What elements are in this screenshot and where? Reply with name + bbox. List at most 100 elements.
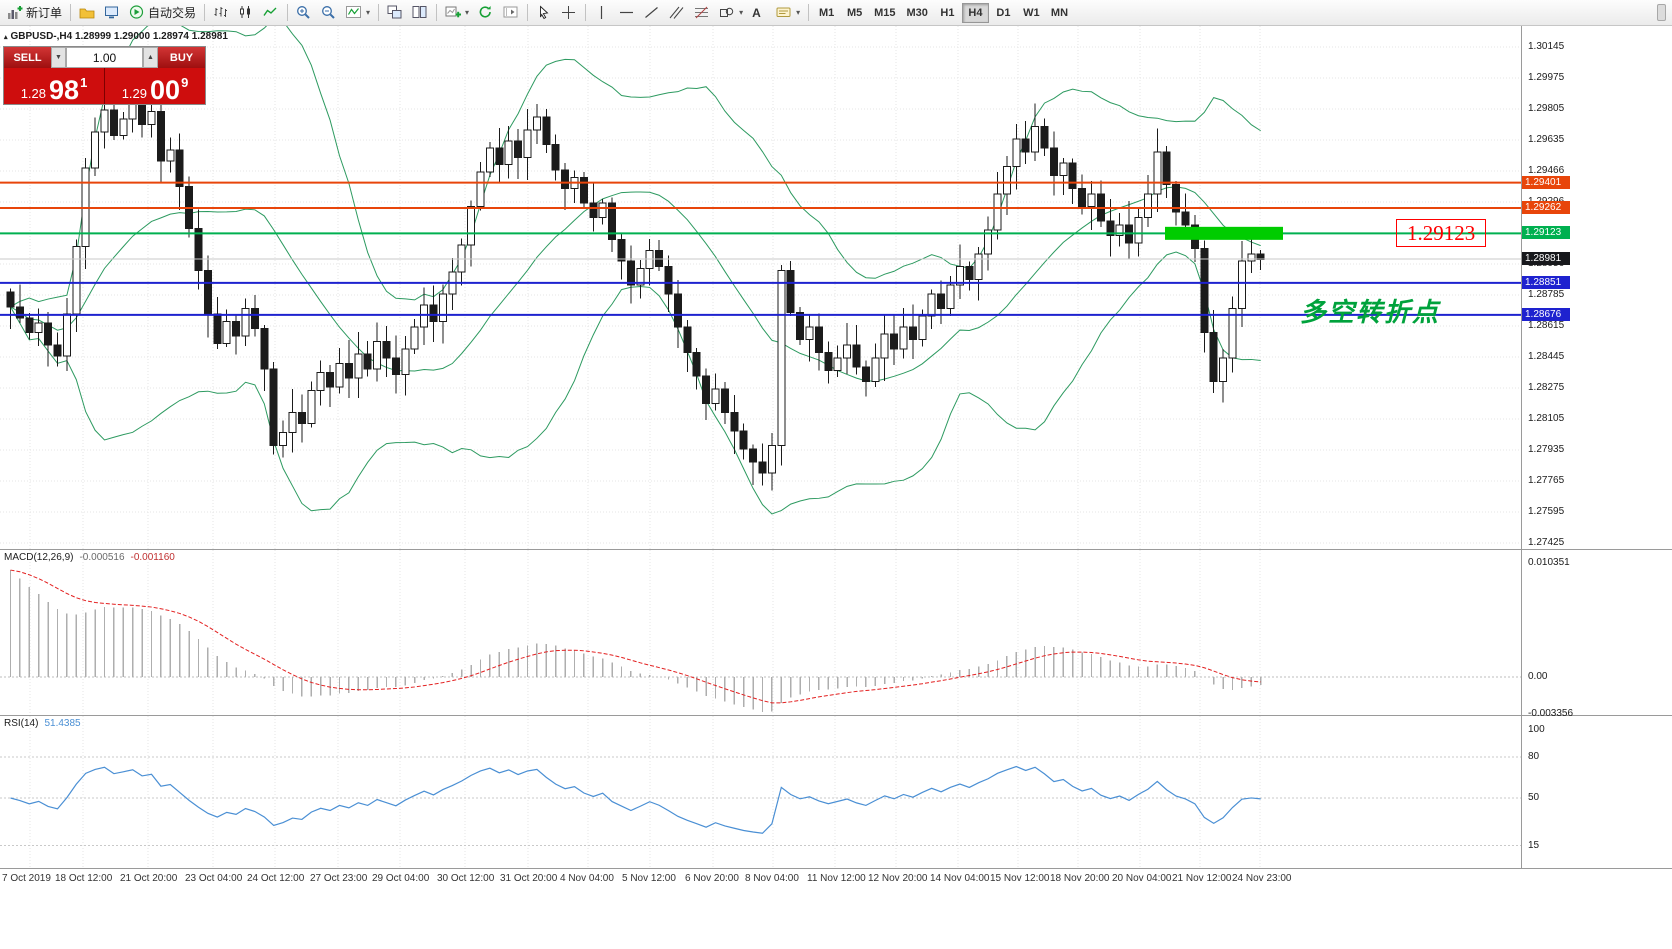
timeframe-m1-button[interactable]: M1 (818, 6, 835, 19)
price-scale-label: 1.28615 (1528, 319, 1565, 331)
toolbar-scrollbar[interactable] (1657, 4, 1666, 21)
zoom-out-button[interactable] (317, 2, 341, 24)
text-icon: A (752, 5, 761, 20)
new-chart-button[interactable]: ▾ (441, 2, 473, 24)
new-order-label: 新订单 (26, 6, 63, 20)
macd-grid (29, 550, 1261, 715)
crosshair-button[interactable] (557, 2, 581, 24)
timeframe-h1-button[interactable]: H1 (940, 6, 955, 19)
pivot-note-annotation[interactable]: 多空转折点 (1300, 297, 1441, 327)
new-order-icon (8, 6, 23, 19)
price-scale-label: 1.27935 (1528, 443, 1565, 455)
chart-candles-button[interactable] (234, 2, 258, 24)
arrows-caret-icon: ▾ (796, 8, 801, 17)
toolbar-separator (287, 4, 289, 21)
volume-down-button[interactable]: ▼ (51, 47, 66, 68)
macd-main-value: -0.000516 (79, 552, 125, 563)
tile-windows-icon (387, 5, 402, 19)
price-scale-label: 1.29975 (1528, 71, 1565, 83)
price-chart-canvas (0, 18, 1521, 549)
rsi-value: 51.4385 (44, 718, 81, 729)
equidistant-channel-button[interactable] (665, 2, 689, 24)
trendline-button[interactable] (640, 2, 664, 24)
pane-separator[interactable] (0, 549, 1672, 550)
fibonacci-button[interactable] (690, 2, 714, 24)
vertical-line-button[interactable] (590, 2, 614, 24)
time-axis-label: 5 Nov 12:00 (622, 873, 676, 884)
macd-canvas (0, 550, 1521, 715)
new-order-button[interactable]: 新订单 (3, 2, 66, 24)
data-window-button[interactable] (100, 2, 124, 24)
chart-line-icon (263, 7, 277, 16)
pane-separator[interactable] (0, 715, 1672, 716)
sell-price-display[interactable]: 1.28 98 1 (4, 68, 104, 104)
time-axis-label: 7 Oct 2019 (2, 873, 51, 884)
tile-windows-button[interactable] (383, 2, 407, 24)
timeframe-m15-button[interactable]: M15 (874, 6, 896, 19)
macd-signal-value: -0.001160 (130, 552, 175, 563)
timeframe-m30-button[interactable]: M30 (906, 6, 928, 19)
zoom-in-button[interactable] (292, 2, 316, 24)
cascade-windows-button[interactable] (408, 2, 432, 24)
highlight-zone-rect[interactable] (1165, 226, 1283, 240)
price-scale-label: 1.30145 (1528, 40, 1565, 52)
auto-scroll-button[interactable] (474, 2, 498, 24)
cursor-button[interactable] (532, 2, 556, 24)
buy-price-big: 00 (150, 74, 181, 105)
price-annotation[interactable]: 1.29123 (1396, 219, 1487, 247)
equidistant-channel-icon (669, 6, 684, 19)
bollinger-upper-band[interactable] (10, 18, 1261, 308)
time-axis-label: 15 Nov 12:00 (990, 873, 1050, 884)
chart-shift-icon (503, 6, 518, 18)
chart-bars-button[interactable] (209, 2, 233, 24)
price-axis[interactable]: 1.30145 1.29975 1.29805 1.29635 1.29466 1.292… (1521, 0, 1672, 949)
rsi-label: RSI(14) 51.4385 (4, 718, 81, 729)
timeframe-mn-button[interactable]: MN (1050, 6, 1069, 19)
sell-price-sup: 1 (80, 75, 88, 90)
auto-trading-label: 自动交易 (148, 6, 197, 20)
price-chart-pane[interactable]: ▴ GBPUSD-,H4 1.28999 1.29000 1.28974 1.2… (0, 18, 1521, 549)
horizontal-line-button[interactable] (615, 2, 639, 24)
expand-icon[interactable]: ▴ (4, 33, 8, 41)
shapes-button[interactable]: ▾ (715, 2, 747, 24)
sell-button[interactable]: SELL (4, 47, 51, 68)
indicators-button[interactable]: ▾ (342, 2, 374, 24)
volume-input[interactable]: 1.00 (66, 47, 143, 68)
buy-price-display[interactable]: 1.29 00 9 (105, 68, 205, 104)
macd-pane[interactable]: MACD(12,26,9) -0.000516 -0.001160 (0, 550, 1521, 715)
timeframe-d1-button[interactable]: D1 (996, 6, 1011, 19)
shapes-caret-icon: ▾ (739, 8, 744, 17)
timeframe-w1-button[interactable]: W1 (1023, 6, 1040, 19)
timeframe-m5-button[interactable]: M5 (846, 6, 863, 19)
toolbar-separator (527, 4, 529, 21)
time-axis[interactable]: 7 Oct 2019 18 Oct 12:00 21 Oct 20:00 23 Oct… (0, 869, 1672, 890)
zoom-in-icon (297, 6, 310, 19)
time-axis-label: 11 Nov 12:00 (807, 873, 866, 884)
bollinger-lower-band[interactable] (10, 251, 1261, 515)
chart-line-button[interactable] (259, 2, 283, 24)
time-axis-label: 23 Oct 04:00 (185, 873, 243, 884)
symbol-ohlc-text: GBPUSD-,H4 1.28999 1.29000 1.28974 1.289… (10, 31, 228, 42)
profile-icon (79, 8, 95, 19)
current-price-tag: 1.28981 (1522, 252, 1570, 266)
time-axis-label: 30 Oct 12:00 (437, 873, 495, 884)
zoom-out-icon (322, 6, 335, 19)
rsi-pane[interactable]: RSI(14) 51.4385 (0, 716, 1521, 868)
timeframe-h4-button[interactable]: H4 (961, 2, 989, 23)
auto-trading-button[interactable]: 自动交易 (125, 2, 200, 24)
price-scale-label: 1.29466 (1528, 164, 1565, 176)
profile-button[interactable] (75, 2, 99, 24)
volume-up-button[interactable]: ▲ (143, 47, 158, 68)
chart-candles-icon (240, 6, 251, 18)
chart-shift-button[interactable] (499, 2, 523, 24)
arrows-button[interactable]: ▾ (772, 2, 804, 24)
bollinger-middle-band[interactable] (10, 186, 1261, 382)
price-scale-label: 1.27765 (1528, 474, 1565, 486)
toolbar-separator (70, 4, 72, 21)
support-2-tag: 1.28676 (1522, 307, 1570, 321)
macd-axis-label: 0.010351 (1528, 557, 1570, 569)
cascade-windows-icon (412, 6, 427, 18)
buy-button[interactable]: BUY (158, 47, 205, 68)
text-button[interactable]: A (748, 2, 771, 24)
vertical-line-icon (600, 6, 603, 19)
